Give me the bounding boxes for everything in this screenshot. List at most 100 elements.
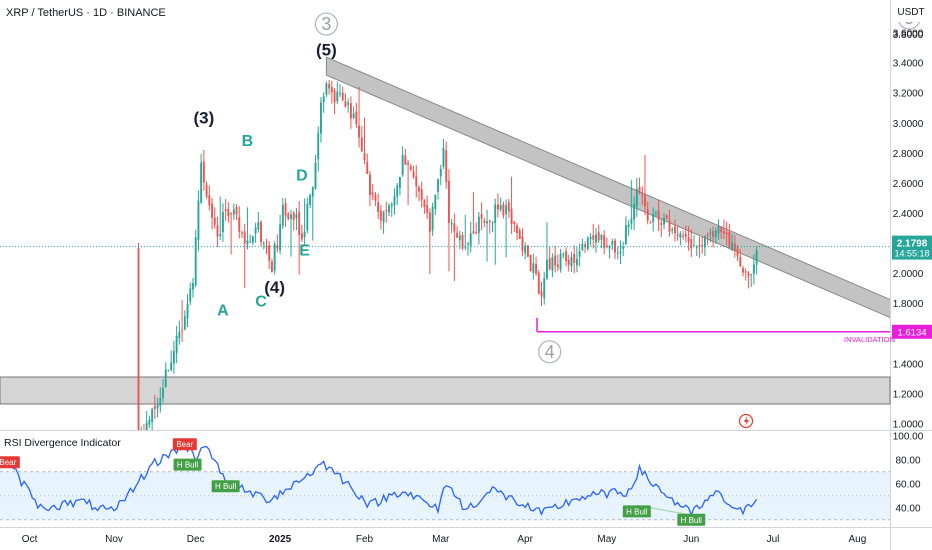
candle-body[interactable] <box>426 205 429 214</box>
candle-body[interactable] <box>170 362 173 370</box>
candle-body[interactable] <box>183 316 186 330</box>
candle-body[interactable] <box>420 189 423 200</box>
candle-body[interactable] <box>257 221 260 230</box>
candle-body[interactable] <box>153 406 156 410</box>
candle-body[interactable] <box>486 221 489 224</box>
candle-body[interactable] <box>428 212 431 233</box>
candle-body[interactable] <box>407 162 410 165</box>
bull-divergence-tag[interactable] <box>211 480 240 493</box>
candle-body[interactable] <box>622 246 625 249</box>
candle-body[interactable] <box>698 245 701 248</box>
candle-body[interactable] <box>573 254 576 263</box>
candle-body[interactable] <box>494 204 497 224</box>
candle-body[interactable] <box>175 335 178 354</box>
bull-divergence-tag[interactable] <box>677 513 706 526</box>
candle-body[interactable] <box>172 351 175 364</box>
candle-body[interactable] <box>336 91 339 102</box>
candle-body[interactable] <box>750 274 753 276</box>
candle-body[interactable] <box>546 259 548 279</box>
candle-body[interactable] <box>219 234 222 237</box>
candle-body[interactable] <box>567 259 570 265</box>
candle-body[interactable] <box>717 226 720 234</box>
candle-body[interactable] <box>437 179 439 192</box>
candle-body[interactable] <box>616 252 619 254</box>
candle-body[interactable] <box>453 223 456 232</box>
bear-divergence-tag[interactable] <box>0 456 20 469</box>
candle-body[interactable] <box>388 205 390 213</box>
candle-body[interactable] <box>709 232 712 234</box>
candle-body[interactable] <box>434 194 437 209</box>
candle-body[interactable] <box>366 162 369 174</box>
candle-body[interactable] <box>377 202 380 212</box>
candle-body[interactable] <box>442 147 445 167</box>
candle-body[interactable] <box>551 257 554 271</box>
candle-body[interactable] <box>633 203 636 220</box>
candle-body[interactable] <box>208 195 211 206</box>
candle-body[interactable] <box>295 214 298 219</box>
candle-body[interactable] <box>578 251 581 257</box>
candle-body[interactable] <box>586 237 589 250</box>
candle-body[interactable] <box>167 369 170 371</box>
candle-body[interactable] <box>447 180 450 224</box>
candle-body[interactable] <box>202 161 205 183</box>
candle-body[interactable] <box>548 258 551 270</box>
candle-body[interactable] <box>619 251 622 253</box>
candle-body[interactable] <box>254 227 257 234</box>
bull-divergence-tag[interactable] <box>622 505 651 518</box>
candle-body[interactable] <box>162 388 164 399</box>
candle-body[interactable] <box>654 212 657 214</box>
candle-body[interactable] <box>270 261 273 273</box>
candle-body[interactable] <box>456 232 459 238</box>
candle-body[interactable] <box>641 194 644 196</box>
candle-body[interactable] <box>450 223 453 225</box>
candle-body[interactable] <box>532 263 535 273</box>
candle-body[interactable] <box>488 220 491 222</box>
candle-body[interactable] <box>570 256 573 267</box>
candle-body[interactable] <box>431 206 434 231</box>
candle-body[interactable] <box>595 234 597 243</box>
candle-body[interactable] <box>554 255 557 266</box>
candle-body[interactable] <box>311 186 314 197</box>
candle-body[interactable] <box>706 234 709 236</box>
candle-body[interactable] <box>687 237 690 242</box>
candle-body[interactable] <box>328 83 331 89</box>
candle-body[interactable] <box>241 232 243 234</box>
candle-body[interactable] <box>306 203 309 231</box>
candle-body[interactable] <box>461 234 464 249</box>
candle-body[interactable] <box>562 254 565 256</box>
candle-body[interactable] <box>516 225 518 234</box>
candle-body[interactable] <box>379 210 382 221</box>
candle-body[interactable] <box>300 233 303 240</box>
bear-divergence-tag[interactable] <box>172 438 197 451</box>
candle-body[interactable] <box>317 132 320 160</box>
candle-body[interactable] <box>352 113 355 119</box>
candle-body[interactable] <box>347 102 350 105</box>
candle-body[interactable] <box>529 254 532 272</box>
candle-body[interactable] <box>246 240 249 245</box>
candle-body[interactable] <box>276 245 279 249</box>
candle-body[interactable] <box>469 233 472 246</box>
candle-body[interactable] <box>393 196 396 206</box>
candle-body[interactable] <box>657 210 660 221</box>
candle-body[interactable] <box>725 232 728 235</box>
candle-body[interactable] <box>733 243 736 251</box>
candle-body[interactable] <box>510 208 513 224</box>
candle-body[interactable] <box>412 171 415 178</box>
candle-body[interactable] <box>216 225 219 237</box>
candle-body[interactable] <box>679 233 682 238</box>
candle-body[interactable] <box>690 239 693 249</box>
candle-body[interactable] <box>230 213 233 215</box>
candle-body[interactable] <box>262 243 265 245</box>
candle-body[interactable] <box>742 268 744 273</box>
candle-body[interactable] <box>475 232 478 234</box>
candle-body[interactable] <box>736 248 739 257</box>
candle-body[interactable] <box>309 195 312 205</box>
candle-body[interactable] <box>235 207 238 215</box>
candle-body[interactable] <box>314 162 317 189</box>
candle-body[interactable] <box>526 245 529 257</box>
candle-body[interactable] <box>611 241 614 245</box>
candle-body[interactable] <box>265 246 268 248</box>
candle-body[interactable] <box>638 186 641 194</box>
candle-body[interactable] <box>540 291 543 297</box>
candle-body[interactable] <box>701 245 704 247</box>
